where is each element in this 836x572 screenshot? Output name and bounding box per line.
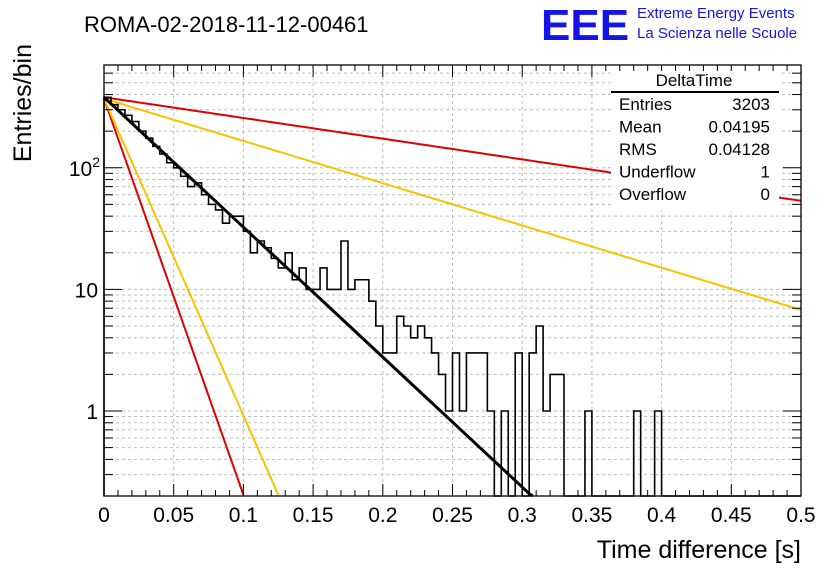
stats-label: Mean — [619, 118, 662, 137]
x-tick-label: 0.05 — [153, 504, 194, 527]
stats-box-bg — [611, 71, 779, 211]
stats-value: 1 — [761, 163, 770, 182]
histogram-outline — [103, 96, 801, 497]
y-axis-label: Entries/bin — [9, 44, 37, 162]
x-axis-label: Time difference [s] — [597, 536, 801, 564]
x-tick-label: 0.15 — [293, 504, 334, 527]
histogram — [103, 96, 801, 497]
logo-line-2: La Scienza nelle Scuole — [637, 25, 797, 42]
fit-curve-2 — [103, 98, 245, 496]
x-tick-label: 0.4 — [647, 504, 677, 527]
stats-value: 0 — [761, 185, 770, 204]
stats-label: Underflow — [619, 163, 696, 182]
fit-curve-4 — [103, 98, 280, 496]
x-tick-label: 0.45 — [711, 504, 752, 527]
x-tick-label: 0.1 — [229, 504, 258, 527]
fit-curve-5 — [102, 96, 534, 498]
stats-box-name: DeltaTime — [656, 71, 733, 90]
stats-value: 0.04128 — [709, 140, 770, 159]
stats-label: RMS — [619, 140, 657, 159]
stats-label: Entries — [619, 95, 672, 114]
stats-value: 0.04195 — [709, 118, 770, 137]
eee-logo: EEE Extreme Energy Events La Scienza nel… — [541, 1, 797, 50]
y-tick-label: 10 — [75, 279, 98, 302]
logo-line-1: Extreme Energy Events — [637, 5, 795, 22]
fit-curve-3 — [103, 97, 802, 311]
y-tick-label: 1 — [86, 401, 98, 424]
x-tick-label: 0 — [98, 504, 110, 527]
x-tick-label: 0.5 — [786, 504, 815, 527]
x-tick-label: 0.25 — [432, 504, 473, 527]
stats-box: DeltaTime Entries 3203 Mean 0.04195 RMS 0.041… — [611, 71, 779, 211]
stats-rows: Entries 3203 Mean 0.04195 RMS 0.04128 Underflo… — [619, 95, 770, 204]
y-tick-labels: 1 10 102 — [69, 154, 100, 424]
y-tick-label: 102 — [69, 154, 100, 181]
x-tick-labels: 0 0.05 0.1 0.15 0.2 0.25 0.3 0.35 0.4 0.45 0.5 — [98, 504, 815, 527]
x-tick-label: 0.3 — [508, 504, 537, 527]
x-tick-label: 0.35 — [571, 504, 612, 527]
x-tick-label: 0.2 — [368, 504, 397, 527]
logo-mark: EEE — [541, 1, 629, 50]
chart-title: ROMA-02-2018-11-12-00461 — [84, 12, 369, 37]
stats-label: Overflow — [619, 185, 687, 204]
stats-value: 3203 — [732, 95, 770, 114]
